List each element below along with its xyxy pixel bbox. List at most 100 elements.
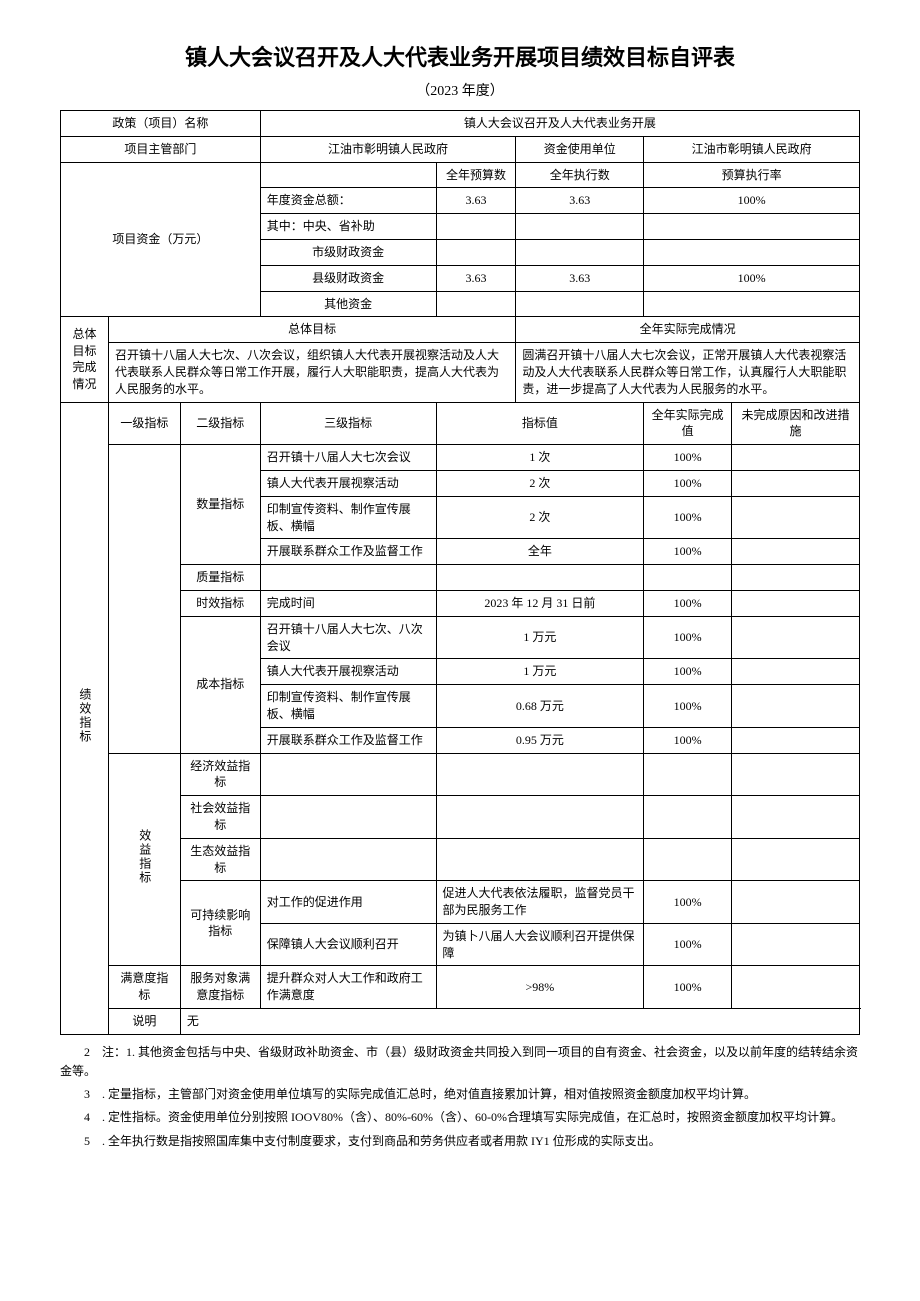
indicator-actual: 100% [644,590,732,616]
funds-section-label: 项目资金（万元） [61,162,261,317]
note-label: 说明 [108,1009,180,1035]
indicator-value: 1 万元 [436,616,644,659]
fund-row-label: 年度资金总额： [260,188,436,214]
value-header: 指标值 [436,402,644,445]
indicator-value: 为镇卜八届人大会议顺利召开提供保障 [436,923,644,966]
policy-name-label: 政策（项目）名称 [61,111,261,137]
overall-goal-text: 召开镇十八届人大七次、八次会议，组织镇人大代表开展视察活动及人大代表联系人民群众… [108,343,515,402]
indicator-reason [732,659,860,685]
col-rate: 预算执行率 [644,162,860,188]
indicator-actual: 100% [644,616,732,659]
indicator-reason [732,685,860,728]
dept-label: 项目主管部门 [61,136,261,162]
footnote: 5 . 全年执行数是指按照国库集中支付制度要求，支付到商品和劳务供应者或者用款 … [60,1132,860,1151]
fund-row-label: 其中：中央、省补助 [260,214,436,240]
indicator-name: 召开镇十八届人大七次、八次会议 [260,616,436,659]
dept-value: 江油市彰明镇人民政府 [260,136,516,162]
indicator-actual [644,796,732,839]
indicator-actual: 100% [644,923,732,966]
page-title: 镇人大会议召开及人大代表业务开展项目绩效目标自评表 [60,40,860,72]
indicator-name: 保障镇人大会议顺利召开 [260,923,436,966]
satisfy-sub-label: 服务对象满意度指标 [180,966,260,1009]
indicator-reason [732,881,860,924]
indicator-actual: 100% [644,881,732,924]
indicator-value: 1 次 [436,445,644,471]
fund-row-label: 其他资金 [260,291,436,317]
indicator-value: 2023 年 12 月 31 日前 [436,590,644,616]
time-label: 时效指标 [180,590,260,616]
fund-row-exec [516,239,644,265]
fund-row-exec: 3.63 [516,188,644,214]
col-exec: 全年执行数 [516,162,644,188]
overall-goal-label: 总体目标 [108,317,515,343]
fund-row-exec: 3.63 [516,265,644,291]
indicator-actual: 100% [644,727,732,753]
fund-row-budget [436,239,516,265]
indicator-actual: 100% [644,659,732,685]
footnote: 4 . 定性指标。资金使用单位分别按照 IOOV80%（含）、80%-60%（含… [60,1108,860,1127]
fund-row-exec [516,291,644,317]
indicator-value [436,753,644,796]
fund-row-exec [516,214,644,240]
indicator-name: 开展联系群众工作及监督工作 [260,727,436,753]
indicator-value: 全年 [436,539,644,565]
eco-label: 生态效益指标 [180,838,260,881]
fund-unit-value: 江油市彰明镇人民政府 [644,136,860,162]
indicator-value: 2 次 [436,496,644,539]
indicator-name: 对工作的促进作用 [260,881,436,924]
indicator-value: 0.95 万元 [436,727,644,753]
indicator-reason [732,565,860,591]
indicator-name: 印制宣传资料、制作宣传展板、横幅 [260,496,436,539]
indicator-value [436,838,644,881]
indicator-name [260,753,436,796]
l1-cell [108,445,180,753]
col-budget: 全年预算数 [436,162,516,188]
indicator-name: 印制宣传资料、制作宣传展板、横幅 [260,685,436,728]
indicator-reason [732,539,860,565]
indicator-value: 2 次 [436,470,644,496]
main-table: 政策（项目）名称 镇人大会议召开及人大代表业务开展 项目主管部门 江油市彰明镇人… [60,110,860,1035]
indicator-name: 提升群众对人大工作和政府工作满意度 [260,966,436,1009]
page-subtitle: （2023 年度） [60,80,860,100]
fund-row-rate [644,214,860,240]
policy-name-value: 镇人大会议召开及人大代表业务开展 [260,111,859,137]
indicator-reason [732,496,860,539]
indicator-value: 促进人大代表依法履职，监督党员干部为民服务工作 [436,881,644,924]
footnote: 3 . 定量指标，主管部门对资金使用单位填写的实际完成值汇总时，绝对值直接累加计… [60,1085,860,1104]
satisfy-label: 满意度指标 [108,966,180,1009]
fund-row-rate [644,291,860,317]
indicator-name: 完成时间 [260,590,436,616]
indicator-actual: 100% [644,539,732,565]
indicator-reason [732,966,860,1009]
indicator-actual: 100% [644,966,732,1009]
overall-row-label: 总体目标完成情况 [61,317,109,402]
fund-row-budget: 3.63 [436,188,516,214]
fund-row-budget [436,214,516,240]
indicator-name: 镇人大代表开展视察活动 [260,470,436,496]
fund-row-label: 县级财政资金 [260,265,436,291]
indicator-reason [732,590,860,616]
indicator-value [436,796,644,839]
indicator-value [436,565,644,591]
l1-header: 一级指标 [108,402,180,445]
footnote: 2 注：1. 其他资金包括与中央、省级财政补助资金、市（县）级财政资金共同投入到… [60,1043,860,1081]
indicator-actual [644,565,732,591]
quality-label: 质量指标 [180,565,260,591]
indicator-name: 镇人大代表开展视察活动 [260,659,436,685]
indicator-actual [644,838,732,881]
indicator-reason [732,753,860,796]
indicator-root: 绩效指标 [61,402,109,1034]
indicator-value: 1 万元 [436,659,644,685]
indicator-name [260,838,436,881]
overall-actual-text: 圆满召开镇十八届人大七次会议，正常开展镇人大代表视察活动及人大代表联系人民群众等… [516,343,860,402]
indicator-reason [732,923,860,966]
fund-unit-label: 资金使用单位 [516,136,644,162]
reason-header: 未完成原因和改进措施 [732,402,860,445]
indicator-reason [732,838,860,881]
fund-row-budget [436,291,516,317]
indicator-actual: 100% [644,685,732,728]
indicator-value: >98% [436,966,644,1009]
indicator-name: 召开镇十八届人大七次会议 [260,445,436,471]
note-value: 无 [180,1009,859,1035]
indicator-reason [732,727,860,753]
